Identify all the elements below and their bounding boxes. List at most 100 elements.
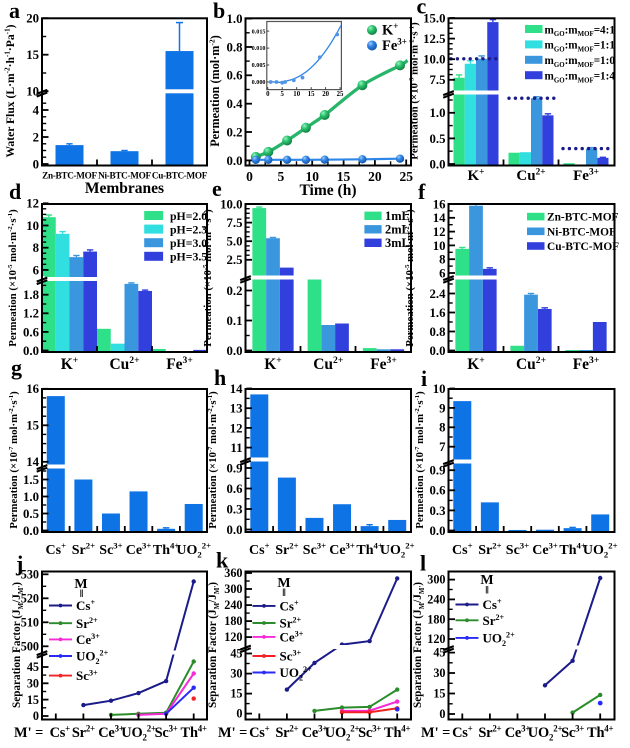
- svg-text:16: 16: [433, 197, 446, 211]
- svg-text:1.0: 1.0: [227, 12, 243, 26]
- svg-text:Fe3+: Fe3+: [370, 355, 397, 373]
- svg-text:0.010: 0.010: [252, 45, 266, 52]
- svg-text:Sr2+: Sr2+: [483, 613, 505, 628]
- svg-text:Permeation (×10-5 mol·m-2·s-1): Permeation (×10-5 mol·m-2·s-1): [404, 209, 416, 347]
- svg-text:mGO:mMOF=1:4: mGO:mMOF=1:4: [545, 71, 616, 85]
- svg-text:5: 5: [277, 169, 284, 184]
- svg-text:Ce3+: Ce3+: [126, 541, 152, 558]
- svg-text:Cu-BTC-MOF: Cu-BTC-MOF: [152, 171, 208, 181]
- svg-text:Membranes: Membranes: [85, 180, 164, 197]
- svg-text:pH=3.5: pH=3.5: [170, 250, 207, 264]
- svg-text:b: b: [213, 0, 225, 23]
- svg-text:i: i: [421, 366, 427, 391]
- svg-text:15: 15: [308, 91, 315, 98]
- svg-text:K+: K+: [467, 355, 485, 373]
- svg-text:Cs+: Cs+: [452, 541, 473, 558]
- svg-text:Ce3+: Ce3+: [505, 724, 531, 742]
- svg-text:10: 10: [26, 219, 39, 233]
- svg-text:3mL: 3mL: [385, 236, 410, 250]
- svg-text:14: 14: [230, 382, 243, 396]
- svg-text:Ni-BTC-MOF: Ni-BTC-MOF: [547, 226, 616, 238]
- svg-text:Permeation (×10-7 mol·m-2·s-1): Permeation (×10-7 mol·m-2·s-1): [8, 391, 20, 529]
- svg-text:Sr2+: Sr2+: [76, 616, 98, 631]
- svg-text:M' =: M' =: [218, 725, 247, 741]
- svg-text:25: 25: [337, 91, 344, 98]
- svg-text:K+: K+: [382, 21, 398, 39]
- svg-text:Th4+: Th4+: [587, 724, 613, 742]
- svg-text:Ce3+: Ce3+: [329, 541, 355, 558]
- svg-text:0.0: 0.0: [430, 157, 446, 171]
- svg-text:10.0: 10.0: [423, 53, 445, 67]
- svg-text:0.6: 0.6: [227, 69, 244, 83]
- svg-text:Zn-BTC-MOF: Zn-BTC-MOF: [547, 212, 619, 224]
- svg-text:Separation Factor (JM/JM'): Separation Factor (JM/JM'): [207, 582, 221, 708]
- svg-text:0: 0: [439, 707, 445, 721]
- svg-text:0.0: 0.0: [227, 523, 243, 537]
- svg-text:520: 520: [21, 591, 39, 605]
- svg-text:20: 20: [322, 91, 329, 98]
- svg-text:UO22+: UO22+: [176, 541, 211, 560]
- svg-text:Cs+: Cs+: [249, 724, 270, 742]
- svg-text:Cu2+: Cu2+: [516, 355, 546, 373]
- svg-text:Sc3+: Sc3+: [358, 724, 381, 742]
- svg-text:8: 8: [33, 241, 39, 255]
- svg-text:‖: ‖: [282, 587, 286, 599]
- svg-text:0.0: 0.0: [430, 524, 446, 538]
- svg-text:0.3: 0.3: [227, 502, 243, 516]
- svg-text:Time (h): Time (h): [300, 182, 357, 199]
- svg-text:Cu2+: Cu2+: [109, 355, 139, 373]
- svg-text:0.8: 0.8: [227, 40, 243, 54]
- svg-text:UO22+: UO22+: [76, 649, 109, 666]
- svg-text:Sc3+: Sc3+: [561, 724, 584, 742]
- svg-text:0.000: 0.000: [252, 79, 266, 86]
- svg-text:0.005: 0.005: [252, 62, 266, 69]
- svg-text:300: 300: [427, 573, 445, 587]
- svg-text:15: 15: [230, 687, 242, 701]
- svg-text:1.0: 1.0: [23, 490, 39, 504]
- svg-text:Sc3+: Sc3+: [506, 541, 529, 558]
- svg-text:45: 45: [27, 660, 39, 674]
- svg-text:45: 45: [433, 646, 445, 660]
- svg-text:6: 6: [33, 263, 40, 277]
- svg-text:Sr2+: Sr2+: [280, 616, 302, 631]
- svg-text:2.5: 2.5: [227, 253, 243, 267]
- svg-text:0.9: 0.9: [430, 464, 446, 478]
- svg-text:180: 180: [427, 612, 445, 626]
- svg-text:10: 10: [305, 169, 319, 184]
- svg-text:Cs+: Cs+: [50, 724, 71, 742]
- svg-text:e: e: [212, 176, 222, 201]
- svg-text:M' =: M' =: [421, 725, 450, 741]
- svg-text:M: M: [277, 576, 290, 591]
- svg-text:Ce3+: Ce3+: [532, 541, 558, 558]
- svg-text:Permeation (×10-7 mol·m-2·s-1): Permeation (×10-7 mol·m-2·s-1): [414, 391, 426, 529]
- svg-text:10.0: 10.0: [220, 197, 242, 211]
- svg-text:0.2: 0.2: [227, 284, 243, 298]
- svg-text:15: 15: [27, 693, 39, 707]
- svg-text:240: 240: [224, 598, 242, 612]
- svg-text:Fe3+: Fe3+: [573, 355, 600, 373]
- svg-text:0: 0: [246, 169, 253, 184]
- svg-text:0.2: 0.2: [227, 125, 243, 139]
- svg-text:0.3: 0.3: [430, 504, 446, 518]
- svg-text:Sr2+: Sr2+: [478, 724, 501, 742]
- svg-text:Sr2+: Sr2+: [275, 724, 298, 742]
- svg-text:0.6: 0.6: [227, 482, 244, 496]
- svg-text:j: j: [15, 551, 23, 576]
- svg-text:1.2: 1.2: [23, 307, 39, 321]
- svg-text:530: 530: [21, 567, 39, 581]
- svg-text:Permeation (×10-5 mol·m-2·s-1): Permeation (×10-5 mol·m-2·s-1): [202, 209, 214, 347]
- svg-text:5.0: 5.0: [227, 235, 243, 249]
- svg-text:UO22+: UO22+: [121, 724, 156, 743]
- svg-text:30: 30: [433, 666, 445, 680]
- svg-text:Cs+: Cs+: [483, 597, 502, 612]
- svg-text:20: 20: [26, 12, 39, 26]
- svg-text:0: 0: [33, 157, 39, 171]
- svg-text:6: 6: [439, 266, 446, 280]
- svg-text:Th4+: Th4+: [356, 541, 382, 558]
- svg-text:k: k: [216, 548, 229, 573]
- svg-text:8: 8: [439, 253, 445, 267]
- svg-text:20: 20: [368, 169, 382, 184]
- svg-text:1.5: 1.5: [23, 473, 39, 487]
- svg-text:14: 14: [26, 455, 39, 469]
- svg-text:Ce3+: Ce3+: [280, 629, 304, 644]
